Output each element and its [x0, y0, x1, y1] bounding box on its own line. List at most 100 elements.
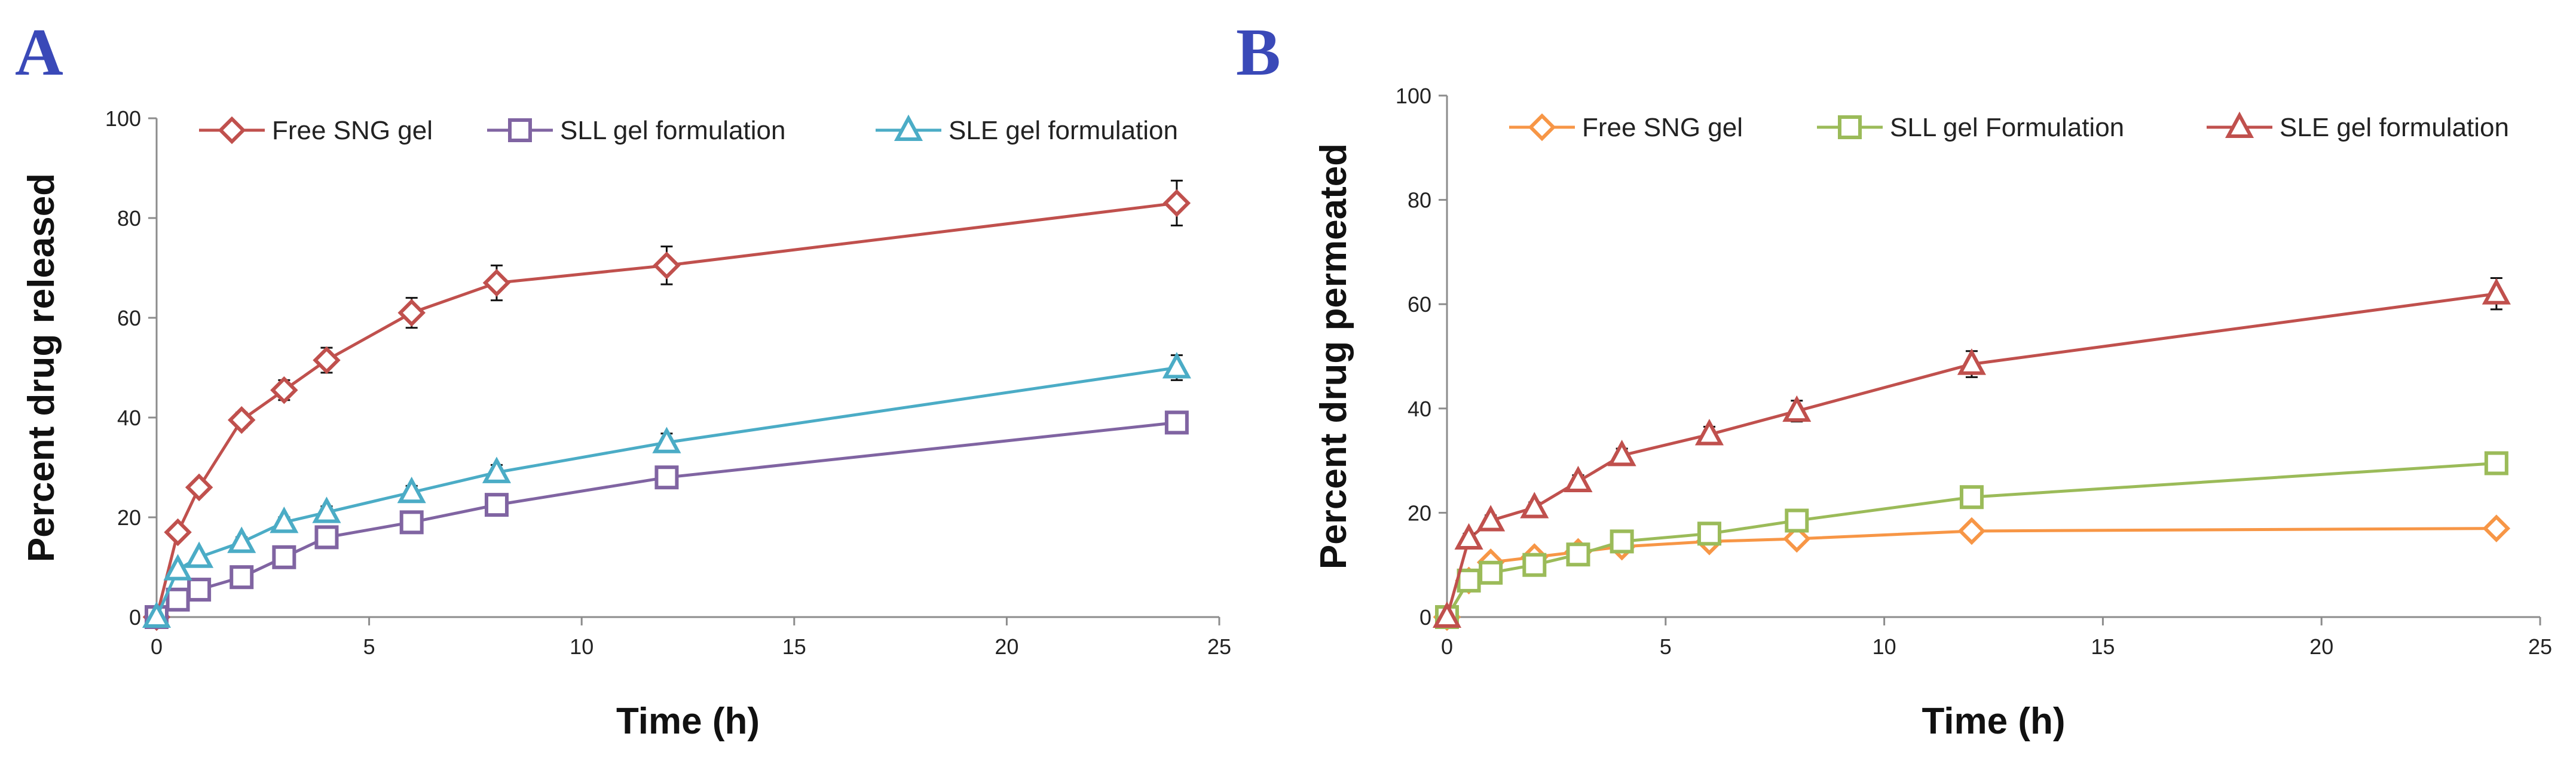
data-point	[1564, 465, 1593, 493]
legend-entry-3: SLE gel formulation	[876, 114, 1178, 145]
x-tick-label: 20	[2309, 634, 2333, 659]
legend-entry-2: SLL gel Formulation	[1817, 113, 2124, 142]
series-3	[142, 352, 1191, 628]
legend-entry-1: Free SNG gel	[199, 116, 433, 145]
data-point	[397, 299, 426, 327]
panel-a: A 0 20 40 60 80 100 0 5 10 15 20 25 Time (h) Percent d…	[15, 16, 1231, 742]
legend-marker	[508, 118, 532, 142]
data-point	[1607, 440, 1636, 467]
x-tick-label: 15	[2091, 634, 2115, 659]
data-point	[1697, 521, 1721, 546]
data-point	[1522, 553, 1547, 577]
data-point	[312, 496, 341, 523]
x-tick-label: 10	[570, 634, 593, 659]
series-2	[1435, 451, 2508, 629]
data-point	[653, 251, 681, 280]
data-point	[270, 507, 299, 533]
data-point	[654, 465, 679, 490]
data-point	[397, 476, 426, 504]
data-point	[399, 510, 424, 535]
x-tick-label: 10	[1873, 634, 1896, 659]
data-point	[1782, 395, 1812, 422]
data-point	[2482, 514, 2511, 542]
legend-marker	[2225, 111, 2254, 138]
series-line	[1445, 292, 2497, 618]
legend-marker	[894, 114, 923, 141]
legend-marker	[1528, 113, 1556, 142]
data-point	[1694, 419, 1724, 446]
legend-label: SLE gel formulation	[2280, 113, 2509, 142]
x-tick-label: 0	[1441, 634, 1453, 659]
data-point	[1479, 560, 1503, 585]
x-tick-label: 5	[1660, 634, 1672, 659]
y-tick-label: 80	[117, 206, 141, 231]
data-point	[1457, 568, 1481, 593]
data-point	[1957, 517, 1986, 545]
data-point	[166, 587, 190, 612]
data-point	[482, 456, 512, 483]
data-point	[313, 346, 341, 375]
legend-marker	[218, 116, 246, 145]
data-point	[484, 493, 509, 517]
panel-letter-a: A	[15, 16, 63, 90]
y-tick-label: 0	[129, 605, 141, 630]
data-point	[314, 525, 339, 550]
legend-label: SLL gel Formulation	[1890, 113, 2124, 142]
y-tick-label: 20	[1408, 501, 1431, 525]
y-tick-label: 60	[1408, 292, 1431, 317]
data-point	[1785, 508, 1809, 533]
data-point	[1520, 492, 1549, 519]
data-point	[164, 518, 192, 547]
series-line	[155, 201, 1177, 618]
data-point	[185, 473, 213, 502]
y-tick-label: 40	[1408, 397, 1431, 421]
data-point	[1957, 348, 1986, 375]
data-point	[272, 545, 296, 569]
x-tick-label: 25	[2528, 634, 2552, 659]
series-1	[1433, 514, 2511, 631]
y-tick-label: 20	[117, 505, 141, 530]
legend-entry-3: SLE gel formulation	[2207, 111, 2509, 142]
legend-label: Free SNG gel	[272, 116, 433, 145]
data-point	[2482, 278, 2511, 305]
series-3	[1432, 277, 2511, 628]
data-point	[652, 427, 681, 453]
y-axis-title: Percent drug released	[21, 173, 62, 562]
data-point	[1959, 485, 1984, 510]
data-point	[2484, 451, 2508, 475]
data-point	[1476, 505, 1506, 532]
panel-letter-b: B	[1236, 16, 1281, 90]
legend-entry-1: Free SNG gel	[1509, 113, 1743, 142]
x-tick-label: 25	[1207, 634, 1231, 659]
data-point	[227, 406, 256, 434]
y-tick-label: 40	[117, 406, 141, 430]
y-tick-label: 60	[117, 306, 141, 330]
data-point	[1610, 529, 1634, 554]
series-1	[142, 179, 1191, 631]
data-point	[1164, 410, 1189, 435]
series-line	[155, 366, 1177, 618]
data-point	[187, 578, 212, 602]
y-axis-title: Percent drug permeated	[1313, 143, 1354, 569]
data-point	[227, 526, 256, 553]
data-point	[163, 554, 192, 581]
x-axis-title: Time (h)	[1922, 701, 2066, 742]
data-point	[1162, 352, 1191, 379]
data-point	[1783, 524, 1811, 553]
data-point	[1162, 189, 1191, 217]
legend-label: SLE gel formulation	[949, 116, 1178, 145]
y-tick-label: 0	[1419, 605, 1431, 630]
data-point	[1566, 542, 1590, 567]
y-tick-label: 100	[105, 106, 141, 131]
data-point	[230, 565, 254, 590]
y-tick-label: 80	[1408, 188, 1431, 213]
legend-label: Free SNG gel	[1582, 113, 1743, 142]
y-tick-label: 100	[1396, 84, 1431, 108]
x-tick-label: 20	[995, 634, 1018, 659]
data-point	[185, 541, 214, 568]
data-point	[142, 601, 172, 628]
legend-label: SLL gel formulation	[560, 116, 785, 145]
x-tick-label: 15	[782, 634, 806, 659]
